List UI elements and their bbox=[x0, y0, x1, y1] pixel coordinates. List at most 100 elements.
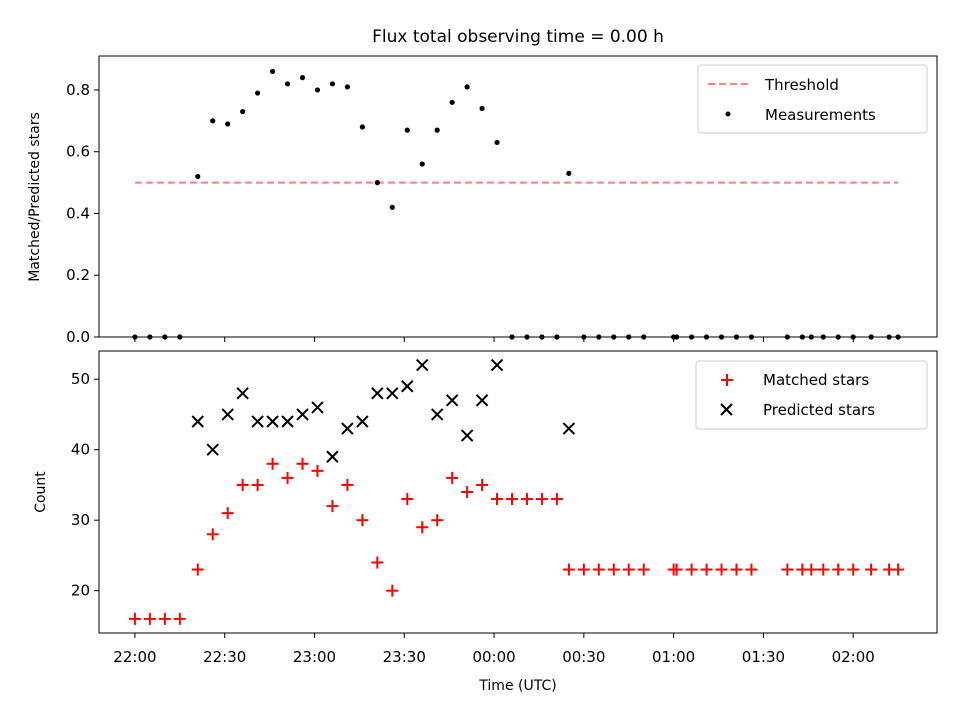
matched-star-point bbox=[637, 563, 650, 576]
top-axes-frame bbox=[98, 55, 938, 338]
matched-star-point bbox=[371, 556, 384, 569]
bottom-plot-marks bbox=[128, 358, 905, 625]
predicted-star-point bbox=[460, 429, 474, 442]
measurement-point bbox=[494, 139, 500, 146]
matched-star-point bbox=[296, 457, 309, 470]
matched-star-point bbox=[446, 471, 459, 484]
matched-star-point bbox=[865, 563, 878, 576]
bottom-axes-frame bbox=[98, 350, 938, 634]
xtick-label: 00:30 bbox=[562, 648, 605, 666]
measurement-point bbox=[359, 124, 365, 130]
matched-star-point bbox=[832, 563, 845, 576]
xtick-label: 00:00 bbox=[472, 648, 515, 666]
xtick-label: 23:30 bbox=[383, 648, 426, 666]
bottom-ylabel: Count bbox=[33, 471, 49, 513]
measurement-point bbox=[240, 108, 246, 115]
measurement-point bbox=[314, 87, 321, 93]
legend-predicted-label: Predicted stars bbox=[763, 401, 875, 419]
matched-star-point bbox=[236, 478, 249, 491]
legend-threshold-label: Threshold bbox=[764, 76, 839, 94]
predicted-star-point bbox=[296, 408, 309, 421]
bottom-ytick-label: 20 bbox=[71, 582, 90, 600]
matched-star-point bbox=[266, 457, 279, 470]
predicted-star-point bbox=[430, 408, 444, 421]
measurement-point bbox=[210, 118, 216, 124]
matched-star-point bbox=[206, 528, 219, 541]
predicted-star-point bbox=[445, 394, 459, 407]
matched-star-point bbox=[805, 563, 818, 576]
matched-star-point bbox=[892, 563, 905, 576]
measurement-point bbox=[566, 170, 572, 176]
matched-star-point bbox=[143, 612, 156, 625]
bottom-ytick-label: 30 bbox=[71, 511, 90, 529]
measurement-point bbox=[434, 127, 440, 133]
top-ytick-label: 0.6 bbox=[66, 143, 90, 161]
matched-star-point bbox=[745, 563, 758, 576]
predicted-star-point bbox=[356, 415, 369, 428]
legend-matched-label: Matched stars bbox=[763, 371, 869, 389]
matched-star-point bbox=[461, 486, 474, 498]
matched-star-point bbox=[847, 563, 860, 576]
top-ytick-label: 0.8 bbox=[66, 81, 90, 99]
measurement-point bbox=[389, 204, 395, 210]
measurement-point bbox=[255, 90, 261, 96]
matched-star-point bbox=[416, 521, 429, 534]
predicted-star-point bbox=[311, 401, 324, 414]
measurement-point bbox=[225, 121, 231, 127]
measurement-point bbox=[299, 75, 306, 81]
matched-star-point bbox=[730, 563, 743, 576]
xtick-label: 22:00 bbox=[113, 648, 156, 666]
matched-star-point bbox=[221, 507, 234, 520]
xtick-label: 23:00 bbox=[293, 648, 336, 666]
measurement-point bbox=[404, 127, 410, 133]
predicted-star-point bbox=[266, 415, 279, 428]
xtick-label: 02:00 bbox=[832, 648, 875, 666]
matched-star-point bbox=[715, 563, 728, 576]
matched-star-point bbox=[607, 563, 620, 576]
predicted-star-point bbox=[562, 422, 576, 435]
predicted-star-point bbox=[386, 387, 399, 400]
measurement-point bbox=[284, 81, 291, 87]
matched-star-point bbox=[535, 493, 548, 506]
matched-star-point bbox=[311, 464, 324, 477]
matched-star-point bbox=[685, 563, 698, 576]
top-legend: Threshold Measurements bbox=[697, 64, 928, 134]
measurement-point bbox=[195, 173, 201, 180]
top-ytick-label: 0.0 bbox=[66, 328, 90, 346]
matched-star-point bbox=[700, 563, 713, 576]
measurement-point bbox=[449, 99, 455, 105]
legend-measurements-swatch bbox=[725, 111, 731, 117]
matched-star-point bbox=[550, 493, 563, 506]
matched-star-point bbox=[158, 612, 171, 625]
predicted-star-point bbox=[281, 415, 294, 428]
legend-measurements-label: Measurements bbox=[765, 106, 876, 124]
matched-star-point bbox=[431, 514, 444, 527]
matched-star-point bbox=[817, 563, 830, 576]
predicted-star-point bbox=[191, 415, 204, 428]
measurement-point bbox=[329, 81, 336, 87]
predicted-star-point bbox=[490, 358, 504, 372]
matched-star-point bbox=[577, 563, 590, 576]
predicted-star-point bbox=[371, 387, 384, 400]
matched-star-point bbox=[506, 493, 519, 506]
xtick-label: 22:30 bbox=[203, 648, 246, 666]
measurement-point bbox=[269, 68, 276, 75]
top-axis-ticks: 0.0 0.2 0.4 0.6 0.8 bbox=[66, 81, 854, 346]
legend-predicted-swatch bbox=[720, 403, 733, 416]
top-ytick-label: 0.2 bbox=[66, 266, 90, 284]
predicted-star-point bbox=[475, 394, 489, 407]
predicted-star-point bbox=[206, 443, 219, 456]
top-ylabel: Matched/Predicted stars bbox=[27, 112, 43, 282]
matched-star-point bbox=[341, 478, 354, 491]
xtick-label: 01:30 bbox=[742, 648, 785, 666]
chart-title: Flux total observing time = 0.00 h bbox=[372, 27, 664, 47]
predicted-star-point bbox=[236, 387, 249, 400]
xtick-label: 01:00 bbox=[652, 648, 695, 666]
matched-star-point bbox=[281, 471, 294, 484]
predicted-star-point bbox=[326, 450, 339, 463]
matched-star-point bbox=[781, 563, 794, 576]
matched-star-point bbox=[401, 493, 414, 506]
measurement-point bbox=[419, 161, 425, 167]
bottom-axis-ticks: 20 30 40 50 22:00 22:30 23:00 23:30 00:00 00:30 01… bbox=[71, 370, 875, 666]
predicted-star-point bbox=[251, 415, 264, 428]
